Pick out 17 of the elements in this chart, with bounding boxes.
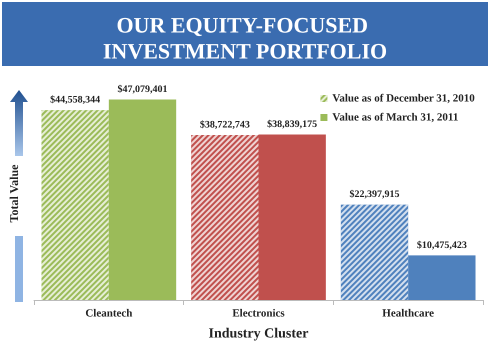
bar	[108, 99, 176, 300]
chart-title: OUR EQUITY-FOCUSED INVESTMENT PORTFOLIO	[102, 12, 388, 64]
data-label: $47,079,401	[118, 84, 168, 95]
legend-label: Value as of December 31, 2010	[332, 92, 476, 104]
data-label: $38,722,743	[200, 120, 250, 131]
y-axis-title: Total Value	[7, 164, 21, 222]
data-label: $44,558,344	[50, 94, 100, 106]
bar	[408, 255, 476, 300]
x-tick-label: Healthcare	[382, 308, 434, 320]
data-label: $22,397,915	[349, 189, 400, 200]
bar	[258, 134, 326, 300]
data-label: $38,839,175	[267, 119, 318, 130]
x-tick-label: Cleantech	[85, 308, 132, 320]
legend-label: Value as of March 31, 2011	[332, 112, 458, 124]
data-label: $10,475,423	[416, 240, 467, 251]
x-axis-title: Industry Cluster	[208, 326, 308, 342]
x-tick-label: Electronics	[232, 308, 286, 320]
